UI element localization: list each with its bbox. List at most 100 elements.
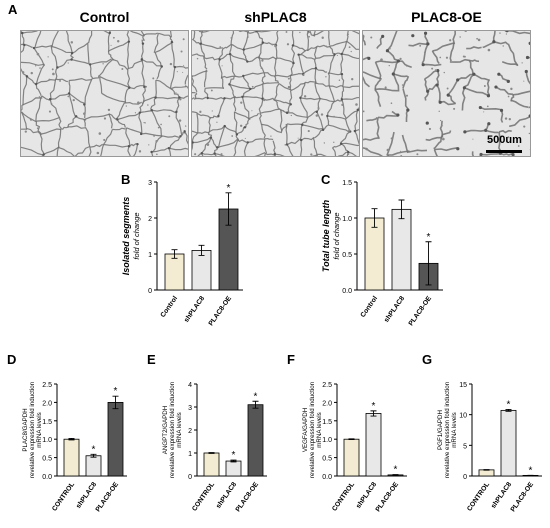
chart-angpt2-mrna: E 0 1 2 3 4 ANGPT2/GAPDH revelative expression …	[147, 352, 267, 514]
significance-star: *	[394, 465, 398, 476]
y-tick-label: 2.5	[42, 382, 52, 389]
bar	[164, 253, 185, 291]
bar	[391, 208, 412, 291]
category-label: PLAC8-OE	[375, 481, 401, 514]
y-tick-label: 0	[148, 288, 152, 295]
y-tick-label: 2	[148, 216, 152, 223]
y-tick-label: 2.0	[42, 400, 52, 407]
error-bar	[483, 469, 490, 471]
error-bar	[348, 438, 355, 441]
y-tick-label: 15	[459, 382, 467, 389]
y-axis-label-line: PLAC8/GAPDH	[22, 408, 29, 451]
y-axis-label-line: VEGFA/GAPDH	[302, 408, 309, 452]
micrograph-control	[20, 30, 189, 157]
y-tick-label: 0	[188, 474, 192, 481]
y-axis-label: Total tube length	[321, 199, 331, 272]
y-tick-label: 1.0	[342, 216, 352, 223]
bar	[364, 217, 385, 291]
y-tick-label: 2.0	[322, 400, 332, 407]
error-bar	[112, 395, 119, 410]
y-axis-label-line: revelative expression fold induction	[444, 381, 451, 478]
significance-star: *	[232, 450, 236, 461]
y-tick-label: 1.5	[42, 419, 52, 426]
significance-star: *	[529, 465, 533, 476]
error-bar	[425, 241, 432, 286]
bar	[63, 438, 80, 477]
error-bar	[171, 249, 178, 259]
y-tick-label: 0.5	[322, 456, 332, 463]
category-label: PLAC8-OE	[235, 481, 261, 514]
y-tick-label: 0.0	[42, 474, 52, 481]
significance-star: *	[427, 232, 431, 243]
category-label: shPLAC8	[383, 295, 406, 324]
significance-star: *	[254, 391, 258, 402]
chart-isolated-segments: B 0 1 2 3 Isolated segments fold of change Cont…	[121, 172, 243, 328]
error-bar	[370, 410, 377, 417]
bar	[203, 452, 220, 477]
y-axis-label-line: revelative expression fold induction	[169, 381, 176, 478]
error-bar	[392, 474, 399, 476]
y-tick-label: 5	[463, 443, 467, 450]
category-label: shPLAC8	[183, 295, 206, 324]
y-tick-label: 0.5	[342, 252, 352, 259]
category-label: Control	[160, 295, 180, 319]
y-axis-sublabel: fold of change	[332, 212, 341, 259]
y-tick-label: 10	[459, 413, 467, 420]
bar	[85, 455, 102, 477]
y-tick-label: 1.5	[342, 180, 352, 187]
category-label: shPLAC8	[215, 481, 238, 510]
y-tick-label: 1.5	[322, 419, 332, 426]
significance-star: *	[372, 401, 376, 412]
chart-pgf1-mrna: G 0 5 10 15 PGF1/GAPDH revelative expression f…	[422, 352, 542, 514]
error-bar	[208, 452, 215, 454]
category-label: PLAC8-OE	[510, 481, 536, 514]
category-label: shPLAC8	[490, 481, 513, 510]
y-axis-label-line: PGF1/GAPDH	[437, 410, 444, 450]
error-bar	[371, 208, 378, 228]
micrograph-plac8-oe	[362, 30, 531, 157]
y-tick-label: 0.5	[42, 456, 52, 463]
condition-label-control: Control	[79, 9, 130, 25]
y-tick-label: 3	[148, 180, 152, 187]
scale-bar-label: 500um	[487, 134, 522, 146]
category-label: shPLAC8	[355, 481, 378, 510]
significance-star: *	[507, 399, 511, 410]
y-tick-label: 2	[188, 428, 192, 435]
category-label: CONTROL	[191, 481, 216, 513]
significance-star: *	[227, 183, 231, 194]
bar	[107, 402, 124, 477]
category-label: PLAC8-OE	[208, 295, 234, 328]
chart-total-tube-length: C 0.0 0.5 1.0 1.5 Total tube length fold of ch…	[321, 172, 443, 328]
y-axis-label-line: mRNA levels	[316, 412, 323, 447]
error-bar	[230, 459, 237, 463]
significance-star: *	[92, 444, 96, 455]
y-tick-label: 0.0	[342, 288, 352, 295]
y-tick-label: 1.0	[42, 437, 52, 444]
panel-letter: F	[287, 352, 295, 367]
y-axis-label-line: mRNA levels	[36, 412, 43, 447]
y-tick-label: 1	[148, 252, 152, 259]
category-label: shPLAC8	[75, 481, 98, 510]
y-axis-label-line: mRNA levels	[451, 412, 458, 447]
y-tick-label: 4	[188, 382, 192, 389]
y-tick-label: 0	[463, 474, 467, 481]
error-bar	[505, 409, 512, 412]
bar	[225, 460, 242, 477]
panel-a-letter: A	[8, 2, 18, 17]
y-axis-label-line: ANGPT2/GAPDH	[162, 406, 169, 454]
y-tick-label: 1.0	[322, 437, 332, 444]
y-axis-label-line: revelative expression fold induction	[309, 381, 316, 478]
error-bar	[68, 438, 75, 441]
panel-letter: B	[121, 172, 130, 187]
error-bar	[398, 199, 405, 220]
panel-letter: D	[7, 352, 16, 367]
y-axis-label-line: mRNA levels	[176, 412, 183, 447]
bar	[247, 404, 264, 477]
category-label: PLAC8-OE	[408, 295, 434, 328]
bar	[478, 469, 495, 477]
category-label: Control	[360, 295, 380, 319]
y-axis-label: Isolated segments	[121, 197, 131, 276]
error-bar	[198, 244, 205, 256]
bar	[500, 409, 517, 477]
bar	[365, 413, 382, 477]
